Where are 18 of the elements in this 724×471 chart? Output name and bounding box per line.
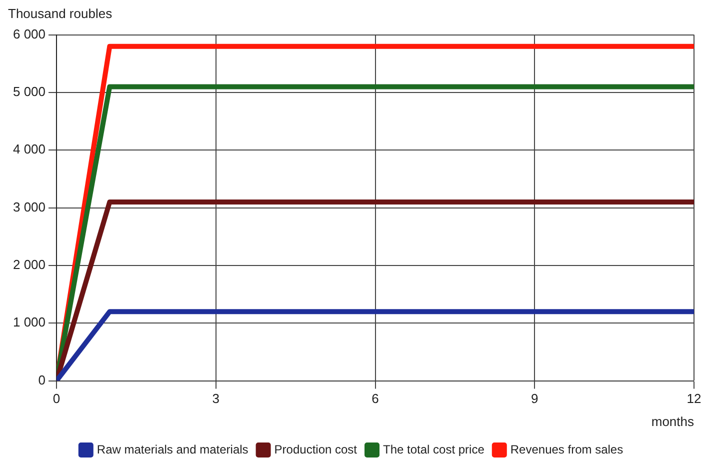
legend-label: The total cost price	[383, 442, 485, 456]
x-tick-label: 0	[52, 391, 60, 406]
legend-label: Production cost	[274, 442, 358, 456]
y-tick-label: 4 000	[12, 142, 46, 157]
x-tick-label: 6	[372, 391, 379, 406]
x-tick-label: 3	[212, 391, 220, 406]
legend-label: Raw materials and materials	[96, 442, 248, 456]
y-tick-label: 6 000	[12, 26, 46, 42]
x-tick-label: 12	[686, 391, 702, 406]
y-tick-label: 5 000	[12, 84, 46, 100]
y-tick-label: 0	[38, 372, 46, 388]
y-tick-label: 2 000	[12, 257, 46, 272]
y-tick-label: 3 000	[12, 199, 46, 214]
x-axis-title: months	[651, 414, 694, 429]
y-axis-title: Thousand roubles	[8, 6, 112, 21]
x-tick-label: 9	[531, 391, 538, 406]
y-tick-label: 1 000	[12, 314, 46, 330]
legend-label: Revenues from sales	[510, 442, 624, 456]
